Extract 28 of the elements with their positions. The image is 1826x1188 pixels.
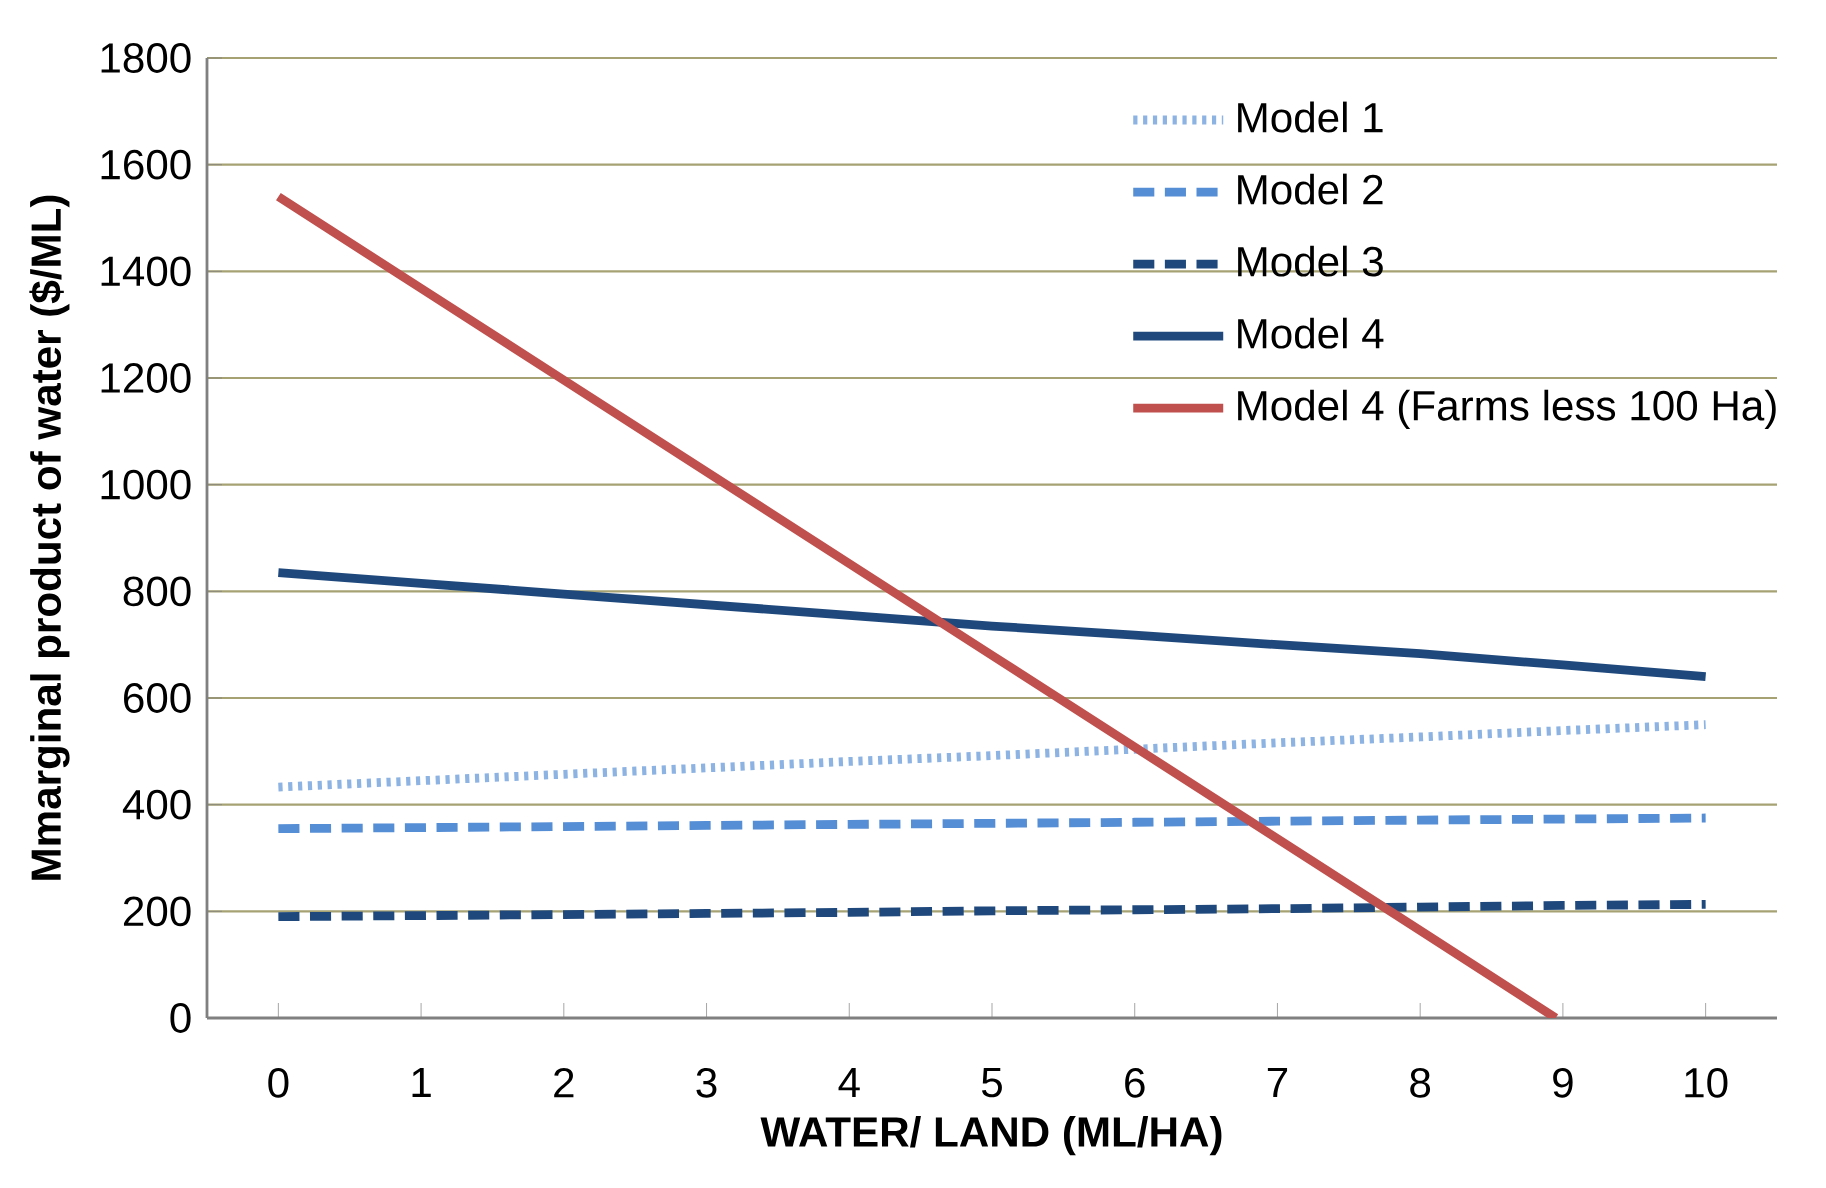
x-tick-label: 1	[412, 1067, 431, 1097]
x-axis-title: WATER/ LAND (ML/HA)	[760, 1116, 1222, 1156]
legend-label: Model 3	[1238, 245, 1383, 277]
y-tick-label: 1400	[101, 256, 191, 287]
y-tick-label: 0	[170, 1003, 191, 1033]
x-tick-label: 0	[268, 1067, 289, 1098]
y-tick-label: 200	[123, 896, 191, 927]
x-tick-label: 9	[1553, 1067, 1573, 1098]
y-axis-title: Mmarginal product of water ($/ML)	[29, 195, 70, 880]
x-tick-label: 2	[554, 1067, 574, 1098]
y-tick-label: 400	[122, 789, 191, 820]
legend-label: Model 2	[1238, 173, 1383, 205]
y-tick-label: 1200	[101, 363, 191, 393]
legend-label: Model 4	[1238, 317, 1384, 349]
x-tick-label: 6	[1125, 1067, 1145, 1098]
x-tick-label: 3	[696, 1067, 717, 1098]
y-tick-label: 1000	[101, 469, 191, 500]
x-tick-label: 7	[1267, 1067, 1288, 1097]
x-tick-label: 4	[838, 1067, 860, 1097]
y-tick-label: 600	[124, 683, 191, 713]
x-tick-label: 10	[1685, 1067, 1728, 1098]
legend-label: Model 1	[1238, 101, 1383, 133]
y-tick-label: 1600	[101, 149, 191, 180]
y-tick-label: 800	[123, 576, 191, 607]
x-tick-label: 8	[1410, 1067, 1431, 1098]
y-tick-label: 1800	[101, 43, 191, 73]
x-tick-label: 5	[981, 1067, 1002, 1098]
legend-label: Model 4 (Farms less 100 Ha)	[1238, 389, 1776, 429]
